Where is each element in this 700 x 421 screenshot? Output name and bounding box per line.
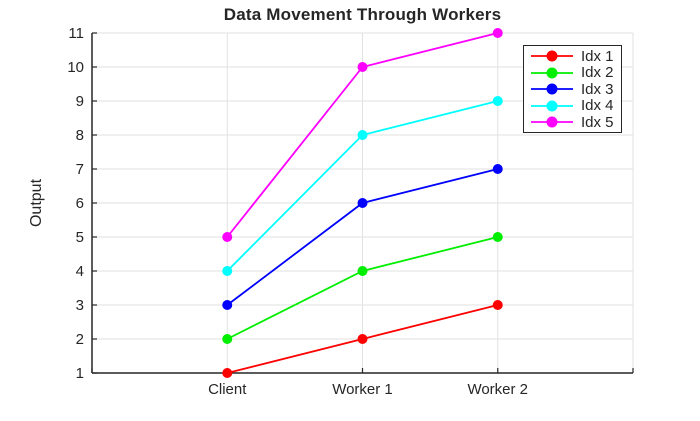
legend-label: Idx 2 [581,64,614,81]
y-tick-label: 11 [68,25,84,42]
y-tick-label: 2 [76,331,84,348]
y-tick-label: 10 [67,59,84,76]
data-point-series-1 [492,300,503,310]
data-point-series-4 [357,130,368,140]
data-point-series-5 [357,62,368,72]
data-point-series-1 [222,368,233,378]
legend-line-marker-icon [531,116,573,128]
data-point-series-5 [222,232,233,242]
legend-label: Idx 3 [581,80,614,98]
y-tick-label: 7 [76,161,84,178]
legend-label: Idx 1 [581,47,614,65]
legend-item: Idx 4 [529,97,621,114]
data-point-series-3 [357,198,368,208]
legend-line-marker-icon [531,100,573,111]
data-point-series-2 [492,232,503,242]
legend-line-marker-icon [531,83,573,95]
legend-item: Idx 1 [529,47,621,65]
y-tick-label: 8 [76,127,84,144]
y-tick-label: 1 [76,365,84,382]
y-tick-label: 9 [76,93,84,110]
legend-item: Idx 3 [529,80,621,98]
y-tick-label: 4 [76,263,84,280]
x-tick-label: Client [208,381,247,398]
chart-title: Data Movement Through Workers [223,5,502,24]
x-tick-label: Worker 2 [467,381,528,398]
data-point-series-5 [492,28,503,38]
data-point-series-4 [492,96,503,106]
data-point-series-2 [357,266,368,276]
legend-label: Idx 4 [581,97,614,114]
data-point-series-3 [222,300,233,310]
legend-line-marker-icon [531,50,573,62]
legend-item: Idx 5 [529,113,621,131]
legend-item: Idx 2 [529,64,621,81]
data-point-series-4 [222,266,233,276]
data-point-series-2 [222,334,233,344]
legend: Idx 1 Idx 2 Idx 3 Idx 4 Idx 5 [523,45,622,133]
legend-label: Idx 5 [581,113,614,131]
data-point-series-3 [492,164,503,174]
data-point-series-1 [357,334,368,344]
x-tick-label: Worker 1 [332,381,393,398]
legend-line-marker-icon [531,67,573,78]
y-tick-label: 5 [76,229,84,246]
y-tick-label: 6 [76,195,84,212]
y-tick-label: 3 [76,297,84,314]
